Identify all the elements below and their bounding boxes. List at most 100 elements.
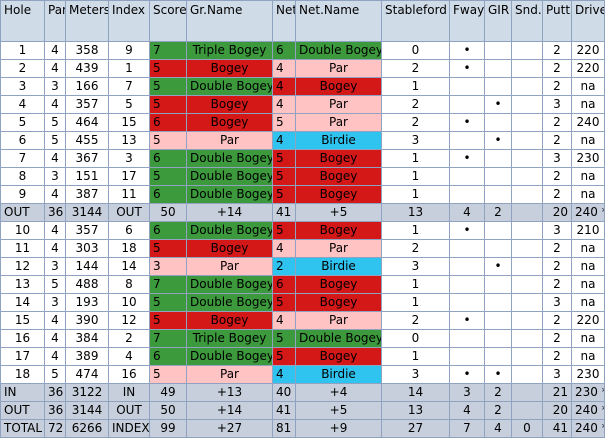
par-cell: 4 <box>44 329 66 348</box>
stableford-cell: 1 <box>381 185 450 204</box>
par-cell: 5 <box>44 365 66 384</box>
hole-cell: 18 <box>0 365 45 384</box>
sand-save-cell: 0 <box>511 419 543 438</box>
drive-cell: na <box>571 131 605 150</box>
index-cell: 11 <box>108 185 150 204</box>
net-cell: 5 <box>272 329 296 348</box>
hole-cell: 3 <box>0 77 45 96</box>
gross-name-cell: Par <box>186 365 273 384</box>
drive-cell: 220 <box>571 41 605 60</box>
putts-cell: 2 <box>542 167 572 186</box>
sand-save-cell <box>511 149 543 168</box>
index-cell: OUT <box>108 203 150 222</box>
gir-cell <box>484 185 512 204</box>
stableford-cell: 27 <box>381 419 450 438</box>
sand-save-cell <box>511 41 543 60</box>
score-cell: 7 <box>149 41 187 60</box>
net-name-cell: Par <box>295 95 382 114</box>
sand-save-cell <box>511 203 543 222</box>
hole-cell: 8 <box>0 167 45 186</box>
header-meters: Meters <box>65 0 109 42</box>
stableford-cell: 1 <box>381 221 450 240</box>
sand-save-cell <box>511 95 543 114</box>
gross-name-cell: Par <box>186 257 273 276</box>
hole-cell: IN <box>0 383 45 402</box>
fairway-cell <box>449 239 485 258</box>
score-cell: 5 <box>149 293 187 312</box>
header-putts: Putt <box>542 0 572 42</box>
hole-row: 13 5 488 8 7 Double Bogey 6 Bogey 1 2 na <box>0 275 605 294</box>
putts-cell: 20 <box>542 401 572 420</box>
hole-row: 6 5 455 13 5 Par 4 Birdie 3 • 2 na <box>0 131 605 150</box>
index-cell: 9 <box>108 41 150 60</box>
hole-cell: 7 <box>0 149 45 168</box>
net-name-cell: Bogey <box>295 293 382 312</box>
score-cell: 99 <box>149 419 187 438</box>
stableford-cell: 1 <box>381 347 450 366</box>
hole-row: 7 4 367 3 6 Double Bogey 5 Bogey 1 • 3 230 <box>0 149 605 168</box>
gir-cell <box>484 275 512 294</box>
index-cell: 13 <box>108 131 150 150</box>
header-row: Hole Par Meters Index Score Gr.Name Net Net.Nam… <box>0 0 605 42</box>
gross-name-cell: Double Bogey <box>186 347 273 366</box>
net-name-cell: Birdie <box>295 131 382 150</box>
meters-cell: 193 <box>65 293 109 312</box>
header-net: Net <box>272 0 296 42</box>
gir-cell: 2 <box>484 203 512 222</box>
putts-cell: 21 <box>542 383 572 402</box>
drive-cell: na <box>571 185 605 204</box>
sand-save-cell <box>511 275 543 294</box>
hole-cell: 2 <box>0 59 45 78</box>
fairway-cell <box>449 131 485 150</box>
meters-cell: 166 <box>65 77 109 96</box>
net-cell: 4 <box>272 311 296 330</box>
putts-cell: 2 <box>542 329 572 348</box>
gir-cell <box>484 239 512 258</box>
drive-cell: 230 <box>571 149 605 168</box>
gross-name-cell: Double Bogey <box>186 149 273 168</box>
sand-save-cell <box>511 221 543 240</box>
par-cell: 3 <box>44 77 66 96</box>
par-cell: 36 <box>44 383 66 402</box>
drive-cell: 240 <box>571 113 605 132</box>
drive-cell: na <box>571 239 605 258</box>
stableford-cell: 0 <box>381 41 450 60</box>
par-cell: 4 <box>44 149 66 168</box>
sand-save-cell <box>511 311 543 330</box>
fairway-cell <box>449 185 485 204</box>
net-name-cell: Bogey <box>295 185 382 204</box>
score-cell: 6 <box>149 185 187 204</box>
sand-save-cell <box>511 365 543 384</box>
fairway-cell <box>449 257 485 276</box>
putts-cell: 2 <box>542 257 572 276</box>
net-name-cell: Double Bogey <box>295 41 382 60</box>
par-cell: 3 <box>44 257 66 276</box>
net-cell: 5 <box>272 113 296 132</box>
putts-cell: 3 <box>542 95 572 114</box>
putts-cell: 3 <box>542 293 572 312</box>
sand-save-cell <box>511 257 543 276</box>
hole-cell: 15 <box>0 311 45 330</box>
gross-name-cell: Double Bogey <box>186 167 273 186</box>
index-cell: 10 <box>108 293 150 312</box>
index-cell: 14 <box>108 257 150 276</box>
drive-cell: na <box>571 329 605 348</box>
meters-cell: 3122 <box>65 383 109 402</box>
drive-cell: na <box>571 275 605 294</box>
gross-name-cell: Double Bogey <box>186 293 273 312</box>
index-cell: 6 <box>108 221 150 240</box>
hole-cell: 4 <box>0 95 45 114</box>
sand-save-cell <box>511 185 543 204</box>
stableford-cell: 13 <box>381 401 450 420</box>
sand-save-cell <box>511 77 543 96</box>
gir-cell: 4 <box>484 419 512 438</box>
stableford-cell: 1 <box>381 149 450 168</box>
hole-row: 8 3 151 17 5 Double Bogey 5 Bogey 1 2 na <box>0 167 605 186</box>
gir-cell <box>484 77 512 96</box>
net-cell: 81 <box>272 419 296 438</box>
hole-cell: 12 <box>0 257 45 276</box>
putts-cell: 2 <box>542 77 572 96</box>
meters-cell: 387 <box>65 185 109 204</box>
header-par: Par <box>44 0 66 42</box>
net-cell: 2 <box>272 257 296 276</box>
